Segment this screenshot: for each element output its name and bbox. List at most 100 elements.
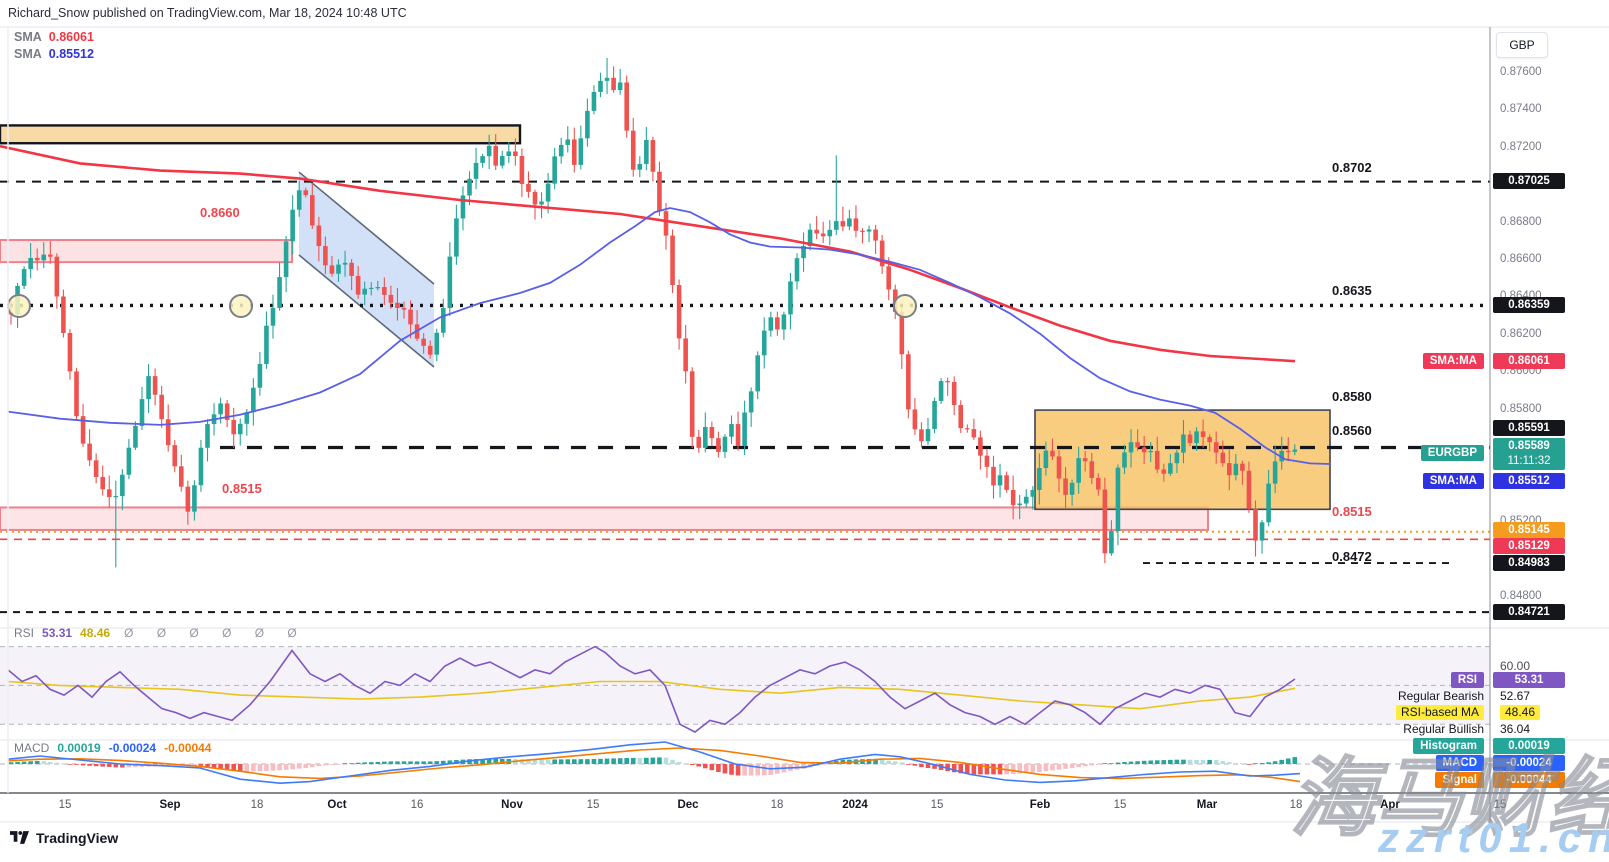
macd-hist-value: 0.00019 [57, 741, 101, 755]
series-label-badge: SMA:MA [1422, 353, 1484, 369]
price-axis-tick: 0.87200 [1500, 141, 1542, 153]
time-axis-tick: Oct [327, 799, 347, 811]
rsi-divergence-label: Regular Bearish [1397, 689, 1484, 703]
sma-legend-value: 0.86061 [48, 30, 94, 44]
timing-circle-marker [229, 294, 253, 318]
price-axis-badge: 0.85129 [1493, 538, 1565, 554]
time-axis-tick: Apr [1380, 799, 1400, 811]
price-level-label: 0.8580 [1332, 389, 1372, 404]
price-axis-badge: 0.86061 [1493, 353, 1565, 369]
price-level-label: 0.8560 [1332, 423, 1372, 438]
rsi-empty-slots: Ø Ø Ø Ø Ø Ø [124, 626, 307, 640]
resistance-zone-0.8660 [0, 239, 293, 264]
last-price: 0.85589 [1508, 440, 1550, 452]
time-axis-tick: 15 [586, 799, 600, 811]
macd-label-badge: Histogram [1413, 738, 1484, 754]
price-axis-badge: 0.85591 [1493, 420, 1565, 436]
tradingview-brand-label: TradingView [36, 829, 119, 846]
sma-legend-row-2[interactable]: SMA 0.85512 [14, 47, 94, 61]
price-level-label: 0.8635 [1332, 283, 1372, 298]
price-axis-tick: 0.85800 [1500, 403, 1542, 415]
rsi-divergence-label: Regular Bullish [1403, 722, 1484, 736]
price-axis-tick: 0.87400 [1500, 103, 1542, 115]
sma-slow-line [0, 144, 1296, 363]
timing-circle-marker [893, 294, 917, 318]
rsi-band [0, 646, 1490, 725]
price-level-label: 0.8472 [1332, 549, 1372, 564]
tradingview-logo-icon [10, 831, 29, 844]
last-price-badge: 0.85589 11:11:32 [1493, 438, 1565, 470]
rsi-divergence-label: RSI-based MA [1395, 705, 1484, 720]
sma-legend-label: SMA [14, 47, 42, 61]
time-axis-tick: 15 [1113, 799, 1127, 811]
sma-fast-line [7, 207, 1331, 465]
rsi-title: RSI [14, 626, 35, 640]
publish-byline: Richard_Snow published on TradingView.co… [8, 6, 407, 20]
rsi-ma-line [7, 680, 1296, 710]
time-axis-tick: 15 [58, 799, 72, 811]
price-level-label: 0.8702 [1332, 160, 1372, 175]
time-axis-tick: 15 [930, 799, 944, 811]
supply-zone-top [0, 124, 522, 145]
macd-panel-header[interactable]: MACD 0.00019 -0.00024 -0.00044 [14, 741, 211, 755]
macd-label-badge: Signal [1435, 772, 1484, 788]
rsi-value: 53.31 [42, 626, 73, 640]
macd-title: MACD [14, 741, 50, 755]
candles-series [8, 58, 1298, 568]
rsi-divergence-value: 36.04 [1500, 722, 1531, 736]
price-axis-badge: 0.85512 [1493, 473, 1565, 489]
bear-channel [299, 172, 434, 368]
sma-legend-value: 0.85512 [48, 47, 94, 61]
currency-label: GBP [1509, 38, 1535, 52]
series-label-badge: EURGBP [1420, 445, 1484, 461]
currency-button[interactable]: GBP [1496, 32, 1548, 58]
price-axis-badge: 0.84983 [1493, 555, 1565, 571]
sma-legend-row-1[interactable]: SMA 0.86061 [14, 30, 94, 44]
macd-value-badge: 0.00019 [1493, 738, 1565, 754]
rsi-scale-tick: 60.00 [1500, 659, 1531, 673]
rsi-ma-value: 48.46 [80, 626, 111, 640]
time-axis-tick: Dec [677, 799, 699, 811]
macd-line-value: -0.00024 [108, 741, 157, 755]
price-level-label: 0.8660 [200, 205, 240, 220]
time-axis-tick: Sep [159, 799, 181, 811]
macd-signal-value: -0.00044 [164, 741, 212, 755]
rsi-label-badge: RSI [1450, 672, 1484, 688]
sma-legend-label: SMA [14, 30, 42, 44]
price-axis-tick: 0.86200 [1500, 328, 1542, 340]
series-label-badge: SMA:MA [1422, 473, 1484, 489]
time-axis-tick: Feb [1029, 799, 1051, 811]
time-axis-tick: 16 [410, 799, 424, 811]
support-zone-0.8515 [0, 506, 1209, 531]
macd-label-badge: MACD [1435, 755, 1484, 771]
macd-value-badge: -0.00024 [1493, 755, 1565, 771]
time-axis-tick: Nov [501, 799, 523, 811]
time-axis-tick: 2024 [842, 799, 868, 811]
tradingview-brand[interactable]: TradingView [10, 829, 118, 846]
price-axis-badge: 0.85145 [1493, 522, 1565, 538]
price-axis-badge: 0.86359 [1493, 297, 1565, 313]
rsi-divergence-value: 52.67 [1500, 689, 1531, 703]
rsi-line [7, 645, 1296, 733]
price-axis-tick: 0.86800 [1500, 216, 1542, 228]
time-axis-tick: 18 [770, 799, 784, 811]
price-axis-tick: 0.86600 [1500, 253, 1542, 265]
rsi-panel-header[interactable]: RSI 53.31 48.46 Ø Ø Ø Ø Ø Ø [14, 626, 307, 640]
time-axis-tick: 18 [250, 799, 264, 811]
timing-circle-marker [7, 294, 31, 318]
time-axis-tick: Mar [1196, 799, 1218, 811]
price-axis-tick: 0.87600 [1500, 66, 1542, 78]
price-axis-badge: 0.84721 [1493, 604, 1565, 620]
time-axis-tick: 18 [1289, 799, 1303, 811]
rsi-divergence-value: 48.46 [1500, 705, 1541, 720]
macd-value-badge: -0.00044 [1493, 772, 1565, 788]
price-axis-tick: 0.84800 [1500, 590, 1542, 602]
time-axis-tick: 15 [1493, 799, 1507, 811]
macd-line [7, 741, 1301, 785]
rsi-value-badge: 53.31 [1493, 672, 1565, 688]
countdown-timer: 11:11:32 [1507, 455, 1551, 467]
price-level-label: 0.8515 [1332, 504, 1372, 519]
price-level-label: 0.8515 [222, 481, 262, 496]
price-axis-badge: 0.87025 [1493, 173, 1565, 189]
